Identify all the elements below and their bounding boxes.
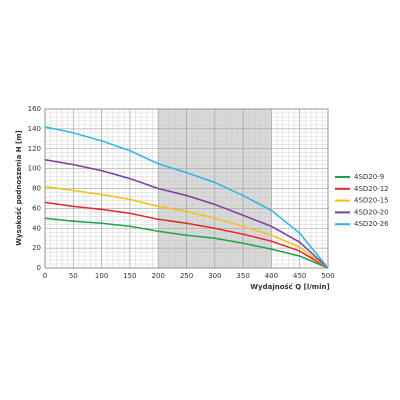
x-tick-label: 400 (265, 272, 278, 280)
x-tick-label: 50 (69, 272, 78, 280)
series-line (44, 217, 329, 269)
y-tick-label: 80 (32, 185, 41, 193)
y-axis-label: Wysokość podnoszenia H [m] (15, 130, 23, 245)
y-tick-label: 120 (28, 145, 41, 153)
legend-label: 4SD20-15 (354, 197, 389, 205)
legend-label: 4SD20-20 (354, 208, 389, 216)
x-tick-label: 100 (95, 272, 108, 280)
x-tick-label: 250 (180, 272, 193, 280)
x-tick-label: 300 (208, 272, 221, 280)
x-tick-label: 450 (293, 272, 306, 280)
legend-label: 4SD20-12 (354, 185, 389, 193)
y-tick-label: 100 (28, 165, 41, 173)
y-tick-label: 160 (28, 105, 41, 113)
y-tick-label: 0 (37, 264, 41, 272)
y-tick-label: 20 (32, 244, 41, 252)
series-line (44, 126, 329, 269)
x-tick-label: 150 (123, 272, 136, 280)
x-axis-label: Wydajność Q [l/min] (250, 283, 329, 291)
y-tick-label: 140 (28, 125, 41, 133)
legend-label: 4SD20-26 (354, 220, 389, 228)
plot-frame (44, 108, 329, 269)
series-line (44, 158, 329, 269)
x-tick-label: 0 (43, 272, 47, 280)
x-tick-label: 200 (152, 272, 165, 280)
y-tick-label: 60 (32, 204, 41, 212)
series-line (44, 185, 329, 269)
series-line (44, 201, 329, 269)
x-tick-label: 350 (236, 272, 249, 280)
legend-label: 4SD20-9 (354, 173, 384, 181)
x-tick-label: 500 (321, 272, 334, 280)
y-tick-label: 40 (32, 224, 41, 232)
